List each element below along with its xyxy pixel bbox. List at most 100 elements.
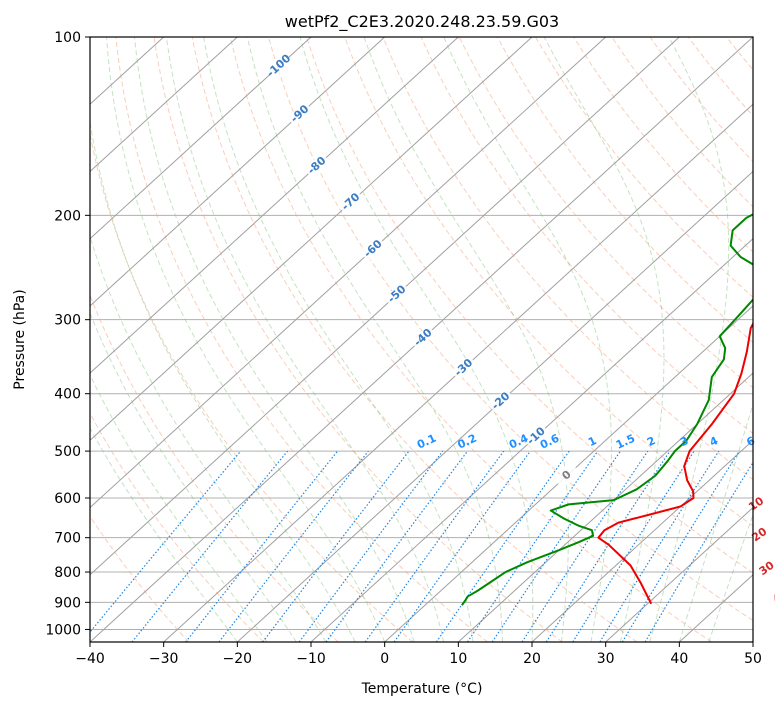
moist-adiabat-line	[246, 37, 504, 642]
x-tick-label: −10	[296, 651, 326, 667]
isotherm-line	[605, 506, 753, 642]
reference-lines	[90, 37, 753, 642]
dry-adiabat-line	[229, 37, 712, 642]
isotherm-label-bg	[554, 463, 580, 489]
mixing-ratio-line	[298, 450, 444, 642]
dewpoint-profile	[461, 213, 753, 606]
mixing-ratio-line	[572, 450, 695, 642]
isotherm-label-bg	[384, 281, 411, 307]
y-tick-label: 100	[54, 30, 81, 46]
isotherm-line	[90, 37, 238, 173]
x-tick-label: 20	[523, 651, 541, 667]
x-tick-label: 40	[670, 651, 688, 667]
moist-adiabat-line	[299, 37, 534, 642]
moist-adiabat-line	[90, 118, 356, 642]
moist-adiabat-line	[678, 402, 753, 642]
mixing-ratio-line	[364, 450, 505, 642]
y-tick-label: 500	[54, 444, 81, 460]
temperature-profile	[597, 321, 753, 605]
isotherm-line	[310, 237, 753, 642]
mixing-ratio-line	[393, 450, 531, 642]
isotherm-label-bg	[304, 153, 331, 179]
dry-adiabat-line	[344, 37, 753, 527]
mixing-ratio-line	[491, 450, 621, 642]
isotherm-line	[163, 103, 753, 642]
y-tick-label: 600	[54, 491, 81, 507]
x-tick-label: −40	[75, 651, 105, 667]
isotherm-line	[531, 439, 753, 642]
isotherm-line	[90, 37, 459, 374]
mixing-ratio-line	[545, 450, 671, 642]
y-axis-label: Pressure (hPa)	[12, 289, 28, 389]
moist-adiabat-line	[106, 37, 386, 642]
x-tick-label: 0	[380, 651, 389, 667]
isotherm-label-bg	[488, 388, 515, 414]
isotherm-line	[90, 37, 607, 509]
mixing-ratio-line	[131, 450, 289, 642]
isotherm-line	[457, 372, 753, 642]
mixing-ratio-line	[467, 450, 599, 642]
moist-adiabat-line	[90, 373, 268, 642]
isotherm-line	[90, 37, 312, 240]
mixing-ratio-line	[599, 450, 720, 642]
moist-adiabat-line	[165, 37, 445, 642]
mixing-ratio-line	[521, 450, 649, 642]
moist-adiabat-line	[90, 311, 297, 642]
isotherm-label-bg	[360, 236, 387, 262]
moist-adiabat-line	[543, 37, 665, 642]
isotherm-line	[90, 37, 386, 307]
dry-adiabat-label: 40	[770, 586, 775, 606]
isotherm-label-bg	[266, 53, 292, 79]
moist-adiabat-line	[708, 513, 753, 642]
y-tick-label: 900	[54, 595, 81, 611]
dry-adiabat-line	[90, 515, 190, 642]
dry-adiabat-line	[306, 37, 753, 574]
isotherm-line	[236, 170, 753, 642]
dry-adiabat-line	[496, 37, 753, 344]
dry-adiabat-line	[115, 37, 488, 642]
isotherm-line	[90, 37, 533, 442]
x-tick-label: 10	[449, 651, 467, 667]
mixing-ratio-line	[644, 461, 753, 642]
dry-adiabat-line	[611, 37, 753, 208]
x-tick-label: 30	[597, 651, 615, 667]
dry-adiabat-line	[191, 37, 638, 642]
sounding-lines	[461, 213, 753, 606]
y-tick-label: 1000	[45, 622, 81, 638]
isotherm-label-bg	[338, 189, 364, 215]
dry-adiabat-line	[649, 37, 753, 163]
dry-adiabat-label: 30	[757, 558, 775, 578]
moist-adiabat-line	[363, 37, 569, 642]
y-tick-label: 800	[54, 565, 81, 581]
x-axis: −40 −30 −20 −10 0 10 20 30 40 50	[75, 642, 762, 667]
isotherm-line	[90, 37, 680, 576]
moist-adiabat-line	[90, 427, 238, 642]
y-tick-label: 300	[54, 313, 81, 329]
mixing-ratio-line	[435, 450, 570, 642]
dry-adiabat-line	[458, 37, 753, 389]
dry-adiabat-line	[90, 131, 414, 642]
isotherm-label-bg	[287, 101, 313, 127]
isotherm-label-bg	[410, 325, 437, 351]
isotherm-label-bg	[451, 355, 477, 381]
mixing-ratio-line	[621, 450, 740, 642]
moist-adiabat-line	[90, 234, 327, 642]
moist-adiabat-line	[134, 37, 415, 642]
chart-title: wetPf2_C2E3.2020.248.23.59.G03	[285, 12, 559, 32]
isotherm-label-bg	[523, 423, 550, 449]
y-tick-label: 400	[54, 387, 81, 403]
x-axis-label: Temperature (°C)	[361, 681, 483, 697]
dry-adiabat-line	[90, 293, 339, 642]
mixing-ratio-line	[218, 450, 369, 642]
y-tick-label: 200	[54, 208, 81, 224]
mixing-ratio-line	[262, 450, 410, 642]
moist-adiabat-line	[443, 37, 612, 642]
plot-frame	[89, 36, 754, 643]
y-tick-label: 700	[54, 531, 81, 547]
dry-adiabat-line	[268, 37, 753, 622]
x-tick-label: −30	[149, 651, 179, 667]
y-axis: 100 200 300 400 500 600 700 800 900 1000	[45, 30, 90, 638]
x-tick-label: 50	[744, 651, 762, 667]
dry-adiabat-line	[382, 37, 753, 481]
